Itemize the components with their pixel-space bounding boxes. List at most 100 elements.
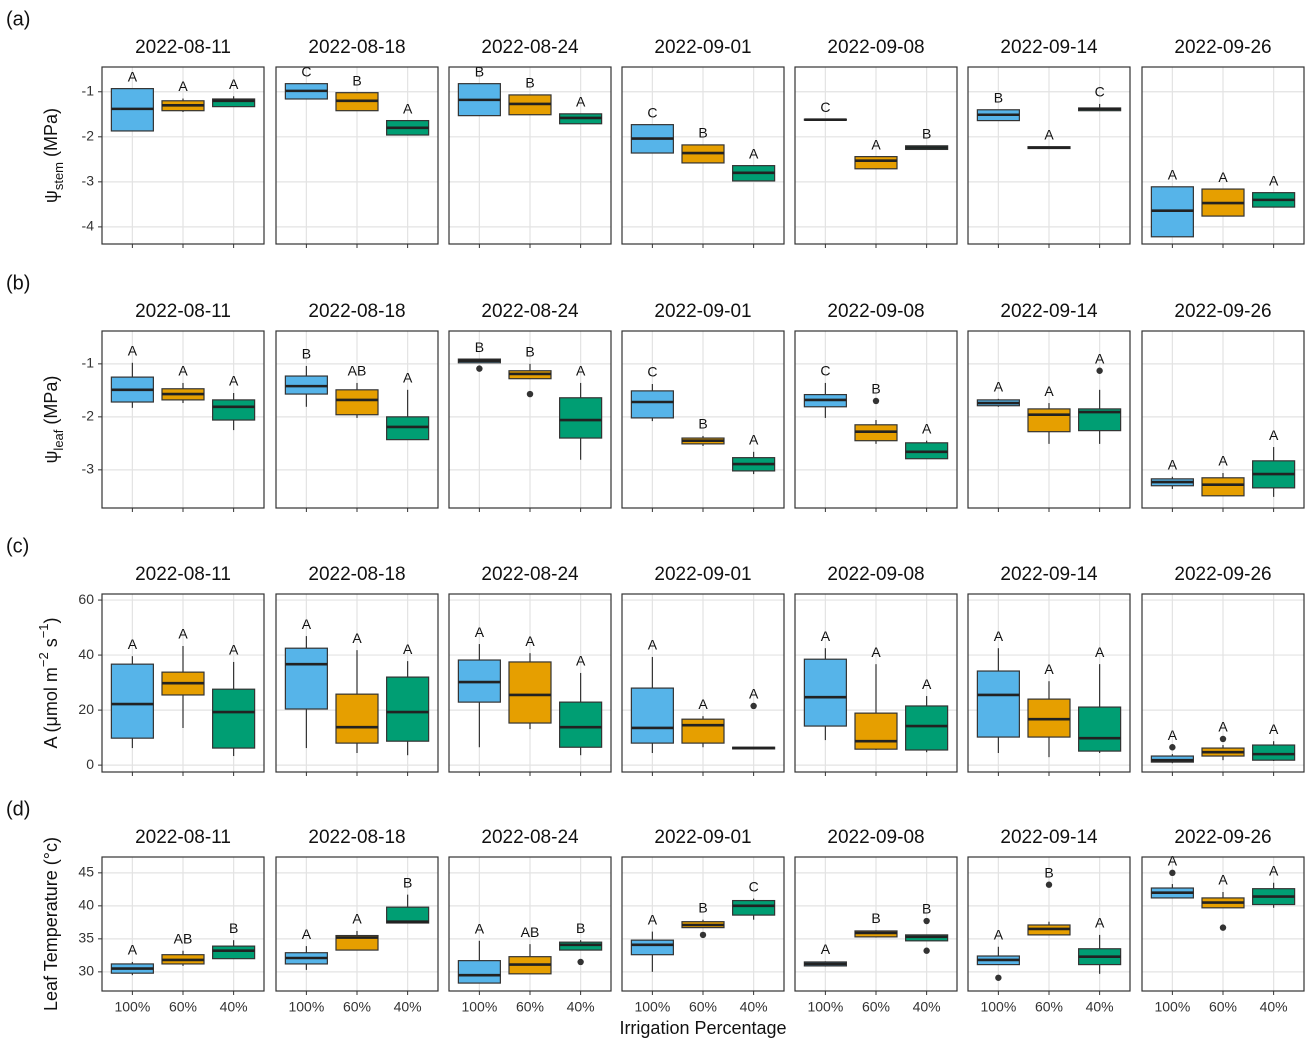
x-tick-label: 60%	[1209, 999, 1237, 1015]
panel-title: 2022-09-08	[827, 564, 924, 585]
box	[212, 98, 256, 108]
significance-letter: B	[475, 339, 484, 355]
panel-border	[275, 66, 439, 245]
row-label: (a)	[6, 8, 30, 30]
significance-letter: A	[229, 76, 239, 92]
significance-letter: B	[475, 63, 484, 79]
panel-title: 2022-09-14	[1000, 564, 1098, 585]
box	[1078, 706, 1122, 752]
x-tick-label: 60%	[343, 999, 371, 1015]
significance-letter: A	[1218, 453, 1228, 469]
outlier	[750, 702, 757, 710]
box	[335, 934, 379, 951]
panel-border	[275, 330, 439, 509]
significance-letter: A	[576, 653, 586, 669]
outlier	[1219, 924, 1227, 931]
x-tick-label: 100%	[1154, 999, 1190, 1015]
row-label: (d)	[6, 798, 30, 820]
box	[110, 663, 154, 739]
significance-letter: A	[352, 911, 362, 927]
outlier	[1169, 869, 1176, 877]
significance-letter: A	[749, 145, 759, 161]
outlier	[872, 397, 880, 405]
panel-border	[448, 66, 612, 245]
panel-border	[101, 593, 265, 773]
panel-title: 2022-09-26	[1174, 564, 1271, 585]
significance-letter: A	[648, 637, 658, 653]
box	[1201, 477, 1245, 497]
outlier	[923, 947, 930, 954]
significance-letter: A	[128, 942, 138, 958]
y-axis-label: A (μmol m−2 s−1)	[36, 617, 61, 748]
significance-letter: B	[871, 910, 880, 926]
y-axis-label-part: ψ	[41, 451, 61, 464]
box	[1027, 408, 1071, 433]
x-tick-label: 100%	[634, 999, 670, 1015]
significance-letter: A	[1269, 172, 1279, 188]
panel-title: 2022-08-24	[481, 827, 579, 848]
significance-letter: A	[1218, 719, 1228, 735]
significance-letter: A	[1218, 872, 1228, 888]
significance-letter: B	[922, 126, 931, 142]
significance-letter: A	[1269, 427, 1279, 443]
panel-title: 2022-09-01	[654, 301, 751, 322]
box	[559, 397, 603, 439]
panel-border	[621, 330, 785, 509]
x-tick-label: 100%	[807, 999, 843, 1015]
significance-letter: C	[301, 63, 311, 79]
significance-letter: A	[648, 911, 658, 927]
significance-letter: A	[821, 628, 831, 644]
significance-letter: A	[749, 432, 759, 448]
panel-title: 2022-09-08	[827, 37, 924, 58]
significance-letter: B	[922, 901, 931, 917]
significance-letter: B	[352, 72, 361, 88]
x-tick-label: 60%	[862, 999, 890, 1015]
significance-letter: A	[128, 68, 138, 84]
box	[630, 939, 674, 956]
significance-letter: B	[1044, 864, 1053, 880]
panel-border	[1141, 593, 1305, 773]
y-axis-label-part: )	[41, 617, 61, 623]
significance-letter: C	[749, 878, 759, 894]
panel-title: 2022-08-24	[481, 564, 579, 585]
outlier	[526, 390, 534, 398]
panel-title: 2022-09-01	[654, 37, 751, 58]
panel-title: 2022-08-18	[308, 301, 405, 322]
significance-letter: A	[352, 630, 362, 646]
row-label: (b)	[6, 272, 30, 294]
box	[905, 705, 949, 751]
panel-title: 2022-09-26	[1174, 827, 1271, 848]
panel-title: 2022-08-18	[308, 37, 405, 58]
x-tick-label: 100%	[288, 999, 324, 1015]
y-axis-label: ψleaf (MPa)	[41, 376, 66, 464]
y-axis-label-part: Leaf Temperature (°c)	[41, 837, 61, 1011]
significance-letter: A	[576, 363, 586, 379]
significance-letter: B	[994, 89, 1003, 105]
significance-letter: A	[1095, 915, 1105, 931]
box	[854, 156, 898, 170]
y-tick-label: 60	[78, 591, 94, 607]
box	[559, 701, 603, 748]
box	[732, 899, 776, 916]
box	[508, 661, 552, 724]
significance-letter: A	[229, 642, 239, 658]
significance-letter: B	[229, 920, 238, 936]
significance-letter: AB	[174, 930, 193, 946]
box	[212, 399, 256, 421]
box	[335, 389, 379, 416]
y-tick-label: 40	[78, 897, 94, 913]
x-tick-label: 100%	[980, 999, 1016, 1015]
x-tick-label: 40%	[1086, 999, 1114, 1015]
box	[1078, 408, 1122, 432]
significance-letter: A	[1168, 853, 1178, 869]
box	[335, 693, 379, 744]
box	[976, 670, 1020, 738]
significance-letter: A	[994, 379, 1004, 395]
significance-letter: A	[128, 342, 138, 358]
box	[681, 718, 725, 744]
y-axis-label-part: stem	[51, 162, 66, 190]
panel-border	[967, 593, 1131, 773]
y-tick-label: 20	[78, 701, 94, 717]
panel-title: 2022-08-24	[481, 37, 579, 58]
panel-border	[967, 66, 1131, 245]
